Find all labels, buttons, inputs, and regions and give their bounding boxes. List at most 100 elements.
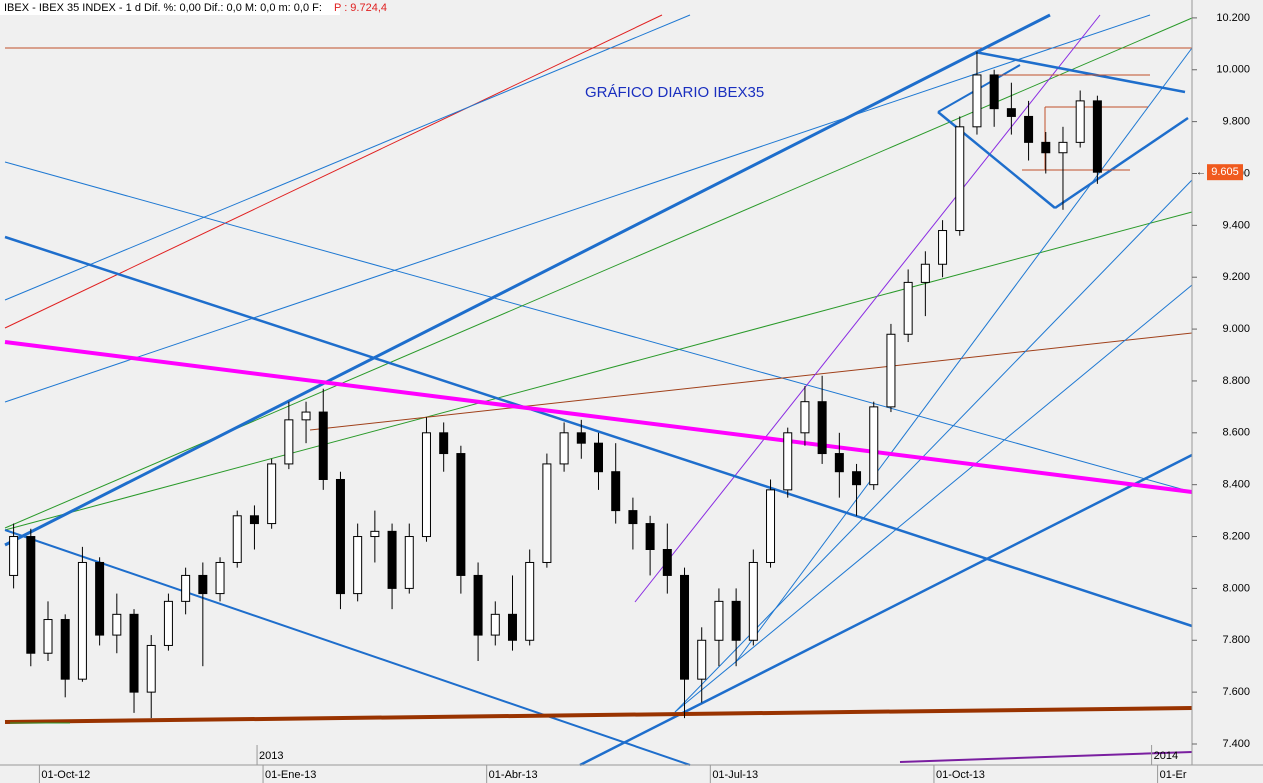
candle-body [834, 453, 844, 473]
candle-body [1041, 141, 1051, 154]
candle-body [576, 432, 586, 444]
trendline [4, 211, 1193, 531]
candle-body [215, 561, 225, 595]
candle-body [439, 432, 449, 455]
y-tick-label: 8.000 [1222, 582, 1250, 594]
trendline [4, 13, 1051, 547]
trendline [734, 47, 1193, 664]
candle-body [181, 574, 191, 602]
candle-body [645, 523, 655, 551]
header-bar [0, 0, 340, 15]
candle-body [335, 478, 345, 595]
candle-body [267, 463, 277, 525]
candle-body [1058, 141, 1068, 154]
last-price-label: 9.605 [1211, 166, 1239, 178]
x-tick-label: 01-Ene-13 [265, 769, 316, 781]
trendline [4, 706, 1193, 724]
candle-body [783, 432, 793, 491]
candles [9, 51, 1102, 719]
candle-body [421, 432, 431, 538]
candle-body [1092, 100, 1102, 173]
x-tick-label: 01-Oct-12 [41, 769, 90, 781]
trendline [634, 14, 1101, 603]
x-tick-label: 01-Oct-13 [936, 769, 985, 781]
trendline [674, 179, 1193, 713]
y-tick-label: 7.400 [1222, 738, 1250, 750]
trendline [309, 332, 1193, 431]
candle-body [714, 600, 724, 641]
candle-body [680, 574, 690, 680]
candle-body [249, 515, 259, 525]
candle-body [473, 574, 483, 636]
candle-body [112, 613, 122, 636]
candle-body [817, 401, 827, 455]
trendline [4, 14, 691, 301]
y-tick-label: 9.400 [1222, 219, 1250, 231]
candle-body [938, 230, 948, 265]
candle-body [559, 432, 569, 465]
trendline [4, 529, 691, 766]
candle-body [748, 561, 758, 641]
candle-body [989, 74, 999, 110]
candle-body [60, 619, 70, 680]
last-price-arrow: ← [1196, 167, 1206, 178]
y-tick-label: 7.800 [1222, 634, 1250, 646]
candle-body [9, 536, 19, 576]
y-tick-label: 8.800 [1222, 375, 1250, 387]
candle-body [77, 561, 87, 680]
candle-body [972, 74, 982, 128]
candle-body [594, 442, 603, 473]
year-label: 2013 [259, 750, 283, 762]
y-tick-label: 10.200 [1216, 12, 1250, 24]
trendline [974, 50, 1186, 94]
candle-body [284, 419, 294, 465]
candle-body [370, 530, 380, 538]
candle-body [26, 536, 36, 654]
candle-body [697, 639, 707, 680]
y-tick-label: 8.200 [1222, 530, 1250, 542]
y-tick-label: 8.400 [1222, 479, 1250, 491]
candle-body [766, 489, 776, 563]
y-tick-label: 9.000 [1222, 323, 1250, 335]
candle-body [387, 530, 397, 589]
candle-body [852, 471, 862, 486]
candle-body [404, 536, 414, 589]
candle-body [456, 453, 466, 576]
candle-body [490, 613, 500, 636]
candle-body [1006, 108, 1016, 117]
trendline [4, 14, 663, 329]
last-price-box [1207, 164, 1243, 181]
candle-body [95, 561, 105, 636]
candle-body [920, 263, 930, 283]
y-tick-label: 10.000 [1216, 64, 1250, 76]
candle-body [146, 644, 156, 693]
candle-body [525, 561, 535, 641]
candle-body [903, 281, 913, 335]
candle-body [353, 536, 363, 595]
candle-body [542, 463, 552, 563]
candle-body [662, 549, 672, 576]
trendline [4, 14, 1151, 403]
candle-body [955, 126, 965, 232]
candle-body [163, 600, 173, 646]
candle-body [1024, 115, 1034, 143]
candle-body [628, 510, 638, 525]
candle-body [318, 411, 328, 480]
candle-body [301, 411, 311, 421]
candle-body [800, 401, 810, 434]
trendline [899, 751, 1193, 763]
year-label: 2014 [1154, 750, 1178, 762]
candle-body [43, 619, 53, 654]
chart-title: GRÁFICO DIARIO IBEX35 [585, 84, 764, 101]
header-price: P : 9.724,4 [334, 2, 387, 14]
y-tick-label: 9.800 [1222, 116, 1250, 128]
candle-body [507, 613, 517, 641]
candle-body [731, 600, 741, 641]
y-tick-label: 9.200 [1222, 271, 1250, 283]
candle-body [886, 333, 896, 408]
candle-body [232, 515, 242, 563]
trendline [674, 284, 1193, 713]
x-tick-label: 01-Er [1160, 769, 1187, 781]
